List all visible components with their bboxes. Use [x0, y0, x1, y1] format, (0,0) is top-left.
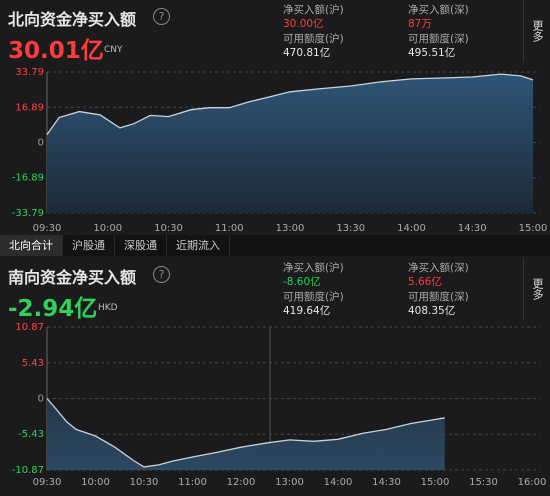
- tab[interactable]: 北向合计: [0, 235, 63, 256]
- help-icon[interactable]: ?: [153, 266, 170, 283]
- stat-label: 可用额度(沪): [283, 33, 344, 45]
- y-tick-label: -5.43: [18, 429, 44, 440]
- net-value: -2.94亿: [8, 296, 98, 322]
- stat-label: 可用额度(深): [408, 291, 469, 303]
- x-tick-label: 15:00: [421, 477, 450, 488]
- title: 北向资金净买入额: [8, 10, 137, 29]
- x-tick-label: 10:00: [93, 223, 122, 234]
- help-icon[interactable]: ?: [153, 8, 170, 25]
- stat-label: 可用额度(沪): [283, 291, 344, 303]
- x-tick-label: 10:00: [81, 477, 110, 488]
- x-tick-label: 14:30: [458, 223, 487, 234]
- stat-value: 87万: [408, 18, 432, 30]
- x-tick-label: 12:00: [227, 477, 256, 488]
- x-tick-label: 15:00: [519, 223, 548, 234]
- tab[interactable]: 近期流入: [167, 235, 230, 256]
- x-tick-label: 11:00: [178, 477, 207, 488]
- tab[interactable]: 深股通: [115, 235, 167, 256]
- x-tick-label: 15:30: [469, 477, 498, 488]
- x-tick-label: 14:00: [324, 477, 353, 488]
- y-tick-label: 10.87: [15, 322, 44, 333]
- stat-value: 408.35亿: [408, 305, 456, 317]
- y-tick-label: -16.89: [12, 173, 44, 184]
- line: [46, 398, 445, 468]
- south-header: 南向资金净买入额 ? -2.94亿 HKD 净买入额(沪) -8.60亿 净买入…: [0, 258, 550, 322]
- area-fill: [47, 74, 533, 213]
- north-chart: 33.79 16.89 0 -16.89 -33.79 09:30 10:00 10:30 11…: [12, 67, 548, 234]
- stat-value: -8.60亿: [283, 276, 321, 288]
- currency: CNY: [104, 45, 123, 55]
- x-tick-label: 13:00: [276, 223, 305, 234]
- x-tick-label: 10:30: [154, 223, 183, 234]
- stat-label: 净买入额(沪): [283, 4, 344, 16]
- tab[interactable]: 沪股通: [63, 235, 115, 256]
- stat-label: 净买入额(沪): [283, 262, 344, 274]
- stat-value: 495.51亿: [408, 47, 456, 59]
- stat-value: 5.66亿: [408, 276, 442, 288]
- x-tick-label: 14:00: [397, 223, 426, 234]
- net-value: 30.01亿: [8, 38, 104, 64]
- stat-label: 净买入额(深): [408, 4, 469, 16]
- x-tick-label: 11:00: [215, 223, 244, 234]
- x-tick-label: 16:00: [518, 477, 547, 488]
- y-tick-label: 16.89: [15, 102, 44, 113]
- currency: HKD: [98, 303, 118, 313]
- x-tick-label: 14:30: [372, 477, 401, 488]
- x-tick-label: 13:30: [336, 223, 365, 234]
- x-tick-label: 09:30: [33, 223, 62, 234]
- stat-label: 可用额度(深): [408, 33, 469, 45]
- line: [46, 73, 534, 135]
- y-tick-label: 0: [38, 394, 44, 405]
- title: 南向资金净买入额: [8, 268, 137, 287]
- y-tick-label: 33.79: [15, 67, 44, 78]
- tab-bar: 北向合计 沪股通 深股通 近期流入: [0, 235, 550, 256]
- more-button[interactable]: 更多: [523, 258, 550, 320]
- stat-value: 470.81亿: [283, 47, 331, 59]
- north-header: 北向资金净买入额 ? 30.01亿 CNY 净买入额(沪) 30.00亿 净买入…: [0, 0, 550, 64]
- y-tick-label: 5.43: [22, 358, 44, 369]
- stat-label: 净买入额(深): [408, 262, 469, 274]
- area-fill: [47, 398, 445, 470]
- x-tick-label: 09:30: [33, 477, 62, 488]
- y-tick-label: -33.79: [12, 208, 44, 219]
- y-tick-label: -10.87: [12, 465, 44, 476]
- y-tick-label: 0: [38, 138, 44, 149]
- x-tick-label: 13:00: [275, 477, 304, 488]
- more-button[interactable]: 更多: [523, 0, 550, 62]
- stat-value: 419.64亿: [283, 305, 331, 317]
- x-tick-label: 10:30: [130, 477, 159, 488]
- stat-value: 30.00亿: [283, 18, 324, 30]
